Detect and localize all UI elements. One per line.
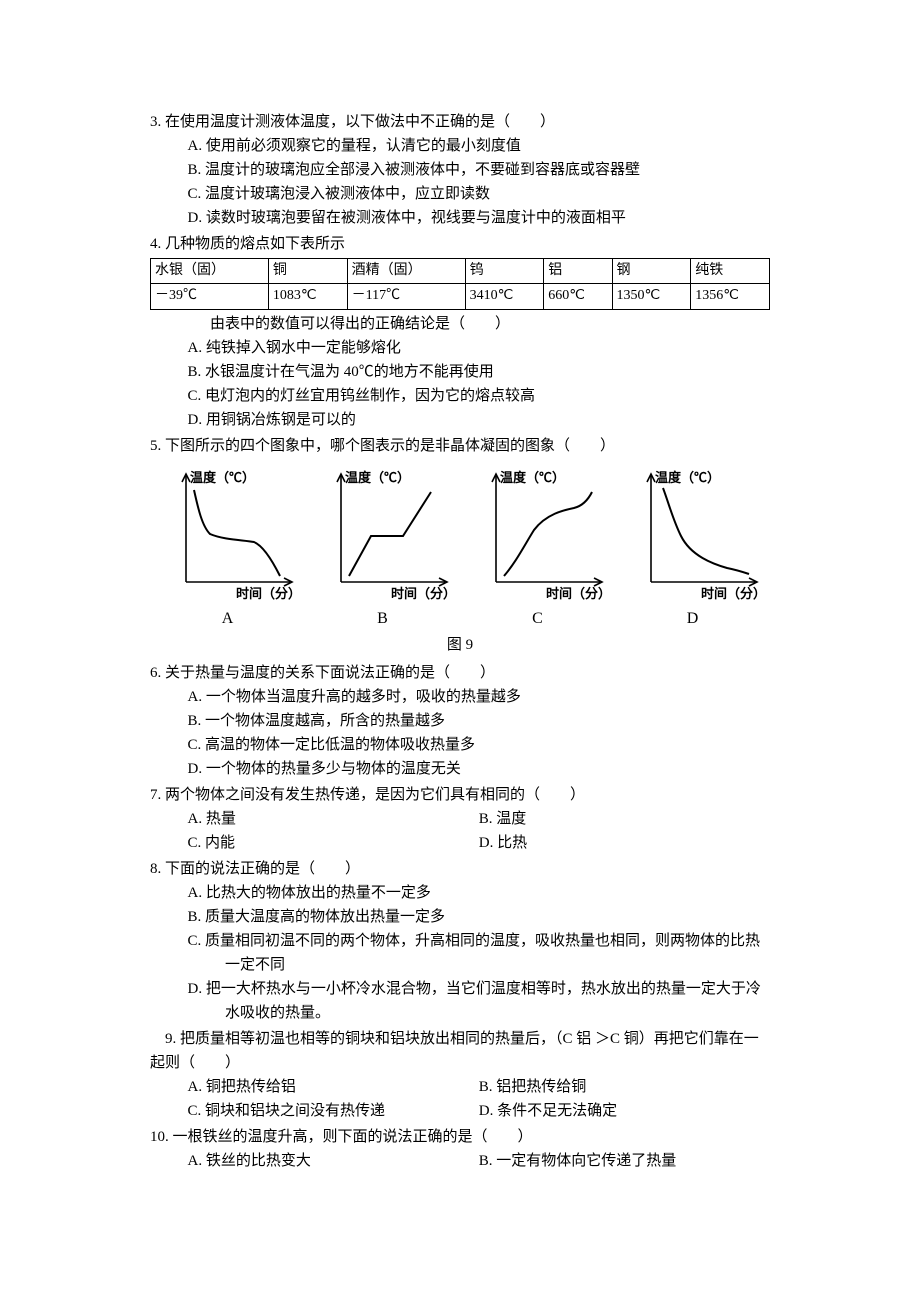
th-5: 钢 <box>612 259 691 284</box>
chart-b: 温度（℃） 时间（分） B <box>305 464 460 632</box>
chart-a: 温度（℃） 时间（分） A <box>150 464 305 632</box>
q9-stem: 9. 把质量相等初温也相等的铜块和铝块放出相同的热量后，（C 铝 ＞C 铜）再把… <box>150 1027 770 1075</box>
chart-c: 温度（℃） 时间（分） C <box>460 464 615 632</box>
axis-x-label: 时间（分） <box>701 586 763 601</box>
q4-option-b: B. 水银温度计在气温为 40℃的地方不能再使用 <box>150 360 770 384</box>
q9-option-c: C. 铜块和铝块之间没有热传递 <box>188 1099 479 1123</box>
q3-stem: 3. 在使用温度计测液体温度，以下做法中不正确的是（ ） <box>150 110 770 134</box>
q3-option-b: B. 温度计的玻璃泡应全部浸入被测液体中，不要碰到容器底或容器壁 <box>150 158 770 182</box>
question-9: 9. 把质量相等初温也相等的铜块和铝块放出相同的热量后，（C 铝 ＞C 铜）再把… <box>150 1027 770 1123</box>
q4-option-a: A. 纯铁掉入钢水中一定能够熔化 <box>150 336 770 360</box>
question-3: 3. 在使用温度计测液体温度，以下做法中不正确的是（ ） A. 使用前必须观察它… <box>150 110 770 230</box>
axis-y-label: 温度（℃） <box>500 470 565 485</box>
chart-d-label: D <box>615 606 770 632</box>
q4-option-c: C. 电灯泡内的灯丝宜用钨丝制作，因为它的熔点较高 <box>150 384 770 408</box>
axis-x-label: 时间（分） <box>391 586 453 601</box>
q7-stem: 7. 两个物体之间没有发生热传递，是因为它们具有相同的（ ） <box>150 783 770 807</box>
q8-option-b: B. 质量大温度高的物体放出热量一定多 <box>150 905 770 929</box>
chart-b-label: B <box>305 606 460 632</box>
tv-4: 660℃ <box>544 284 612 309</box>
chart-a-label: A <box>150 606 305 632</box>
q6-stem: 6. 关于热量与温度的关系下面说法正确的是（ ） <box>150 661 770 685</box>
tv-0: －39℃ <box>151 284 269 309</box>
q3-option-a: A. 使用前必须观察它的量程，认清它的最小刻度值 <box>150 134 770 158</box>
q3-option-c: C. 温度计玻璃泡浸入被测液体中，应立即读数 <box>150 182 770 206</box>
q7-option-a: A. 热量 <box>188 807 479 831</box>
q8-option-d: D. 把一大杯热水与一小杯冷水混合物，当它们温度相等时，热水放出的热量一定大于冷… <box>188 977 771 1025</box>
question-6: 6. 关于热量与温度的关系下面说法正确的是（ ） A. 一个物体当温度升高的越多… <box>150 661 770 781</box>
q6-option-c: C. 高温的物体一定比低温的物体吸收热量多 <box>150 733 770 757</box>
q8-option-a: A. 比热大的物体放出的热量不一定多 <box>150 881 770 905</box>
axis-y-label: 温度（℃） <box>345 470 410 485</box>
th-0: 水银（固） <box>151 259 269 284</box>
th-2: 酒精（固） <box>347 259 465 284</box>
axis-x-label: 时间（分） <box>546 586 608 601</box>
question-4: 4. 几种物质的熔点如下表所示 水银（固） 铜 酒精（固） 钨 铝 钢 纯铁 －… <box>150 232 770 432</box>
tv-3: 3410℃ <box>465 284 544 309</box>
tv-5: 1350℃ <box>612 284 691 309</box>
tv-1: 1083℃ <box>268 284 347 309</box>
axis-x-label: 时间（分） <box>236 586 298 601</box>
q6-option-a: A. 一个物体当温度升高的越多时，吸收的热量越多 <box>150 685 770 709</box>
question-5: 5. 下图所示的四个图象中，哪个图表示的是非晶体凝固的图象（ ） 温度（℃） 时… <box>150 434 770 658</box>
question-8: 8. 下面的说法正确的是（ ） A. 比热大的物体放出的热量不一定多 B. 质量… <box>150 857 770 1025</box>
q6-option-b: B. 一个物体温度越高，所含的热量越多 <box>150 709 770 733</box>
q4-table: 水银（固） 铜 酒精（固） 钨 铝 钢 纯铁 －39℃ 1083℃ －117℃ … <box>150 258 770 310</box>
question-10: 10. 一根铁丝的温度升高，则下面的说法正确的是（ ） A. 铁丝的比热变大 B… <box>150 1125 770 1173</box>
table-row: －39℃ 1083℃ －117℃ 3410℃ 660℃ 1350℃ 1356℃ <box>151 284 770 309</box>
axis-y-label: 温度（℃） <box>655 470 720 485</box>
q5-charts: 温度（℃） 时间（分） A 温度（℃） 时间（分） B <box>150 464 770 632</box>
tv-6: 1356℃ <box>691 284 770 309</box>
th-4: 铝 <box>544 259 612 284</box>
q10-option-b: B. 一定有物体向它传递了热量 <box>479 1149 770 1173</box>
q4-option-d: D. 用铜锅冶炼钢是可以的 <box>150 408 770 432</box>
axis-y-label: 温度（℃） <box>190 470 255 485</box>
q7-option-d: D. 比热 <box>479 831 770 855</box>
table-row: 水银（固） 铜 酒精（固） 钨 铝 钢 纯铁 <box>151 259 770 284</box>
q9-option-d: D. 条件不足无法确定 <box>479 1099 770 1123</box>
question-7: 7. 两个物体之间没有发生热传递，是因为它们具有相同的（ ） A. 热量 B. … <box>150 783 770 855</box>
th-3: 钨 <box>465 259 544 284</box>
q8-option-c: C. 质量相同初温不同的两个物体，升高相同的温度，吸收热量也相同，则两物体的比热… <box>188 929 771 977</box>
q4-stem: 4. 几种物质的熔点如下表所示 <box>150 232 770 256</box>
q9-option-a: A. 铜把热传给铝 <box>188 1075 479 1099</box>
q10-stem: 10. 一根铁丝的温度升高，则下面的说法正确的是（ ） <box>150 1125 770 1149</box>
th-6: 纯铁 <box>691 259 770 284</box>
chart-d: 温度（℃） 时间（分） D <box>615 464 770 632</box>
chart-c-label: C <box>460 606 615 632</box>
q9-option-b: B. 铝把热传给铜 <box>479 1075 770 1099</box>
tv-2: －117℃ <box>347 284 465 309</box>
q4-after-table: 由表中的数值可以得出的正确结论是（ ） <box>150 312 770 336</box>
q3-option-d: D. 读数时玻璃泡要留在被测液体中，视线要与温度计中的液面相平 <box>150 206 770 230</box>
q5-caption: 图 9 <box>150 633 770 657</box>
q10-option-a: A. 铁丝的比热变大 <box>188 1149 479 1173</box>
q5-stem: 5. 下图所示的四个图象中，哪个图表示的是非晶体凝固的图象（ ） <box>150 434 770 458</box>
q7-option-c: C. 内能 <box>188 831 479 855</box>
q6-option-d: D. 一个物体的热量多少与物体的温度无关 <box>150 757 770 781</box>
q7-option-b: B. 温度 <box>479 807 770 831</box>
th-1: 铜 <box>268 259 347 284</box>
q8-stem: 8. 下面的说法正确的是（ ） <box>150 857 770 881</box>
